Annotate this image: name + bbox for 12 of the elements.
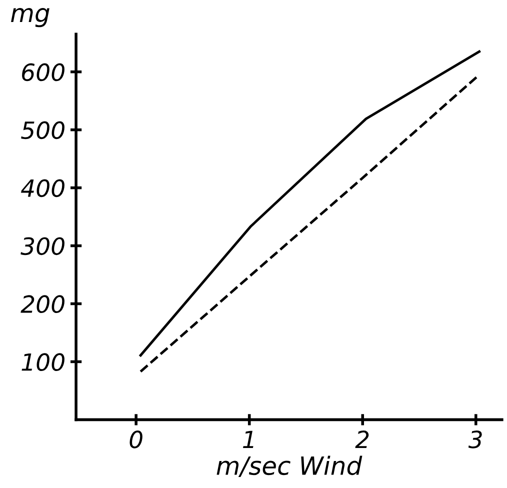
y-tick-label: 300 [20,237,64,256]
x-tick-label: 0 [130,430,142,448]
y-axis-title: mg [11,8,50,28]
y-tick-label: 600 [22,63,64,82]
y-tick-label: 400 [20,179,64,198]
x-tick-label: 1 [242,430,254,448]
x-tick-label: 2 [355,430,369,448]
x-tick-label: 3 [468,430,482,448]
y-tick-label: 100 [22,353,64,372]
y-tick-label: 200 [20,295,64,314]
x-axis-title: m/sec Wind [216,456,362,478]
y-tick-label: 500 [21,121,64,140]
